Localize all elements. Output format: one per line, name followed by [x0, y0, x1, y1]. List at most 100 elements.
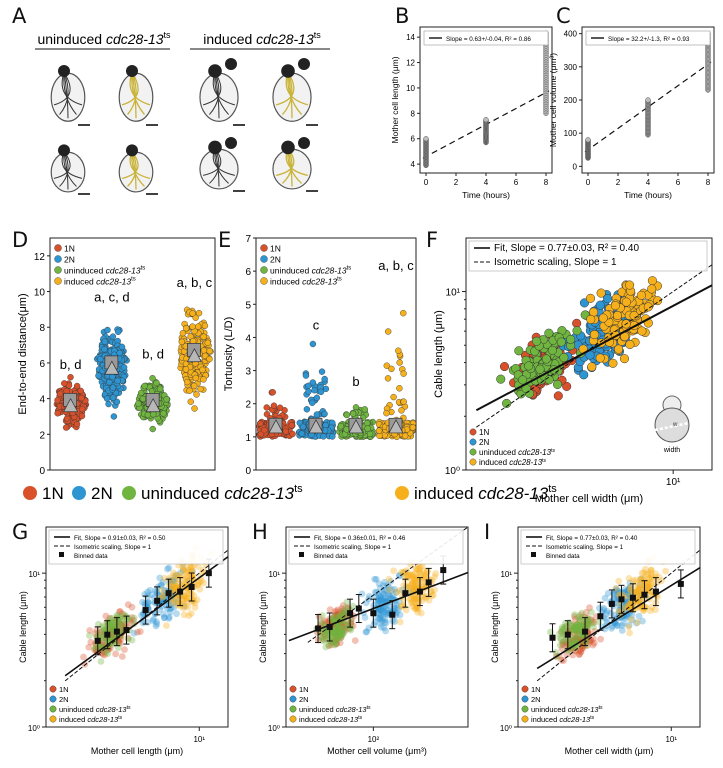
scatter-point [646, 607, 654, 615]
legend-label-part: ts [337, 277, 342, 283]
scatter-point [351, 637, 359, 645]
scatter-point [541, 354, 551, 364]
group-3 [375, 309, 417, 441]
swarm-point [317, 388, 325, 396]
y-tick-label: 10⁰ [445, 466, 460, 477]
legend-group-label-part: 1N [531, 685, 541, 694]
y-axis-label: Mother cell length (μm) [390, 56, 400, 143]
scatter-point [106, 616, 114, 623]
median-marker [63, 398, 79, 413]
swarm-point [201, 322, 209, 329]
y-tick-label: 100 [564, 129, 578, 138]
scatter-point [625, 339, 635, 350]
swarm-point [364, 425, 371, 432]
y-tick-label: 6 [245, 267, 251, 278]
scatter-point [382, 619, 390, 627]
bud [298, 58, 310, 70]
scatter-point [319, 612, 326, 619]
scatter-point [431, 573, 439, 581]
scatter-point [524, 361, 534, 371]
legend-label: uninduced cdc28-13ts [64, 266, 145, 276]
scatter-point [159, 593, 167, 601]
swarm-point [182, 325, 190, 332]
scatter-point [553, 391, 563, 401]
scatter-point [130, 614, 138, 622]
swarm-point [109, 384, 117, 391]
legend-group-label-part: cdc28-13 [336, 705, 368, 714]
bud [126, 65, 138, 77]
swarm-point [186, 387, 193, 394]
data-point [423, 136, 429, 142]
scatter-point [596, 288, 606, 298]
swarm-point [206, 347, 213, 355]
binned-point [582, 628, 589, 635]
scatter-point [162, 622, 170, 630]
legend-group-label-part: uninduced [531, 705, 568, 714]
legend-induced-marker [395, 486, 409, 500]
swarm-point [313, 394, 321, 402]
micrograph-6 [199, 137, 245, 192]
swarm-point [109, 394, 117, 401]
swarm-point [303, 406, 311, 413]
x-tick-label: 4 [484, 178, 489, 187]
x-tick-label: 2 [616, 178, 621, 187]
scatter-point [636, 290, 646, 300]
scatter-point [317, 618, 325, 626]
swarm-point [409, 424, 416, 431]
scatter-point [378, 596, 385, 603]
micrograph-1 [118, 65, 158, 126]
binned-point [440, 567, 447, 574]
legend-group-marker [521, 695, 529, 703]
scatter-point [193, 596, 201, 604]
binned-point [326, 624, 333, 630]
group-0 [53, 374, 90, 431]
swarm-point [192, 314, 199, 321]
bud [208, 64, 222, 78]
legend-group-label: induced cdc28-13ts [299, 715, 363, 724]
y-tick-label: 6 [39, 359, 45, 370]
scatter-point [92, 644, 100, 651]
legend-binned-marker [59, 552, 64, 557]
group-3 [177, 306, 214, 412]
legend-binned-marker [531, 552, 536, 557]
swarm-point [400, 370, 407, 377]
median-marker [186, 348, 202, 363]
y-tick-label: 10¹ [28, 570, 40, 579]
legend-marker [54, 244, 62, 252]
y-axis-label: End-to-end distance(μm) [17, 293, 29, 414]
scatter-point [410, 584, 417, 592]
scatter-point [169, 569, 177, 577]
x-axis-label: Mother cell volume (μm³) [327, 746, 427, 756]
legend-group-marker [289, 705, 297, 713]
x-tick-label: 8 [706, 178, 711, 187]
y-tick-label: 4 [39, 395, 45, 406]
panel-i-chart: 10¹ 10⁰ 10¹ Mother cell width (μm) Cable len… [490, 526, 701, 756]
legend-group-marker [289, 715, 297, 723]
scatter-point [572, 326, 582, 336]
panel-a-left-header: uninduced cdc28-13ts [37, 30, 171, 47]
legend-group-label-part: uninduced [299, 705, 336, 714]
y-tick-label: 10⁰ [500, 724, 512, 733]
legend-group-label-part: induced [479, 458, 509, 467]
legend-label-part: uninduced [270, 266, 312, 276]
fit-line [584, 61, 712, 153]
legend-label: 2N [64, 255, 75, 265]
legend-group-label-part: ts [127, 705, 131, 711]
scatter-point [595, 300, 605, 310]
x-tick-label: 0 [424, 178, 429, 187]
binned-point [355, 605, 362, 612]
scatter-point [97, 658, 105, 665]
swarm-point [106, 378, 113, 386]
group-1 [94, 326, 130, 420]
swarm-point [144, 411, 152, 419]
legend-group-marker [469, 428, 477, 436]
swarm-point [137, 389, 145, 397]
legend-uninduced-label: uninduced cdc28-13ts [141, 483, 303, 503]
scatter-point [625, 623, 632, 631]
swarm-point [396, 359, 403, 366]
legend-marker [54, 277, 62, 285]
scatter-point [337, 632, 345, 639]
legend-1n-label: 1N [42, 484, 64, 503]
swarm-point [390, 393, 397, 401]
micrograph-5 [118, 144, 158, 195]
